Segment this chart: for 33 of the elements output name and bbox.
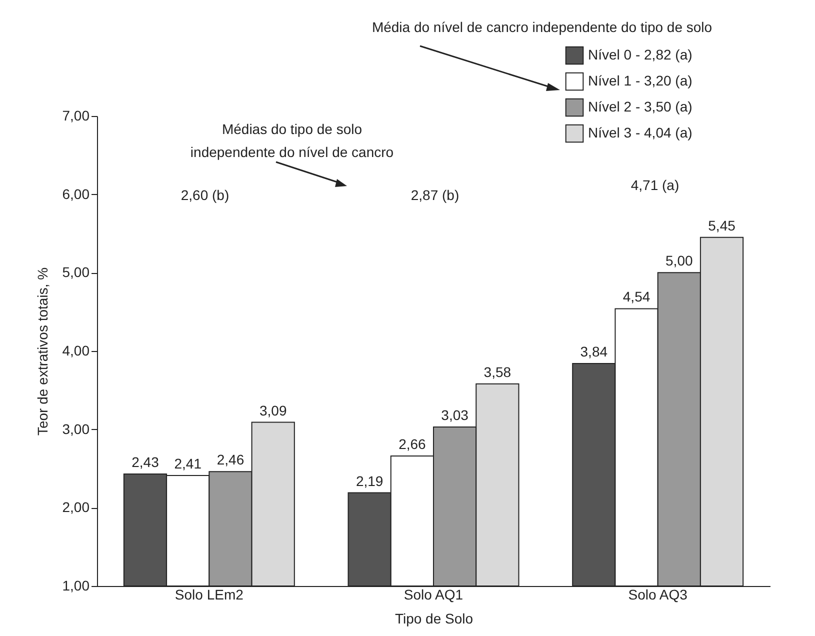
data-label: 5,45 — [708, 217, 736, 234]
y-tick-label: 5,00 — [62, 264, 90, 280]
data-label: 5,00 — [666, 252, 693, 269]
y-tick-label: 2,00 — [62, 499, 90, 516]
data-label: 2,46 — [216, 452, 244, 468]
data-label: 2,19 — [356, 472, 384, 489]
data-label: 3,03 — [441, 406, 469, 423]
legend-label: Nível 0 - 2,82 (a) — [588, 46, 692, 62]
data-label: 3,58 — [484, 364, 512, 380]
annotation: 2,60 (b) — [180, 187, 230, 203]
data-label: 3,84 — [580, 344, 608, 360]
y-tick-label: 6,00 — [62, 186, 90, 202]
x-tick-label: Solo AQ1 — [404, 586, 464, 602]
y-tick-label: 4,00 — [62, 342, 90, 358]
legend-label: Nível 3 - 4,04 (a) — [588, 124, 692, 140]
legend-label: Nível 2 - 3,50 (a) — [588, 98, 692, 114]
x-tick-label: Solo LEm2 — [174, 586, 244, 602]
legend-label: Nível 1 - 3,20 (a) — [588, 72, 692, 88]
annotation: 4,71 (a) — [630, 177, 680, 193]
y-tick-label: 7,00 — [62, 108, 90, 124]
data-label: 2,41 — [174, 456, 202, 472]
x-axis-title: Tipo de Solo — [394, 610, 474, 626]
x-tick-label: Solo AQ3 — [628, 586, 688, 602]
data-label: 4,54 — [622, 288, 650, 305]
annotation: Médias do tipo de solo independente do nível de cancro — [190, 121, 394, 160]
y-tick-label: 1,00 — [62, 578, 90, 594]
y-axis-title: Teor de extrativos totais, % — [34, 267, 50, 436]
data-label: 3,09 — [259, 402, 287, 418]
data-label: 2,43 — [132, 454, 160, 470]
y-tick-label: 3,00 — [62, 420, 90, 437]
annotation: 2,87 (b) — [410, 187, 460, 203]
text: Média do nível de cancro independente do tipo de solo — [372, 19, 712, 35]
data-label: 2,66 — [398, 436, 426, 452]
